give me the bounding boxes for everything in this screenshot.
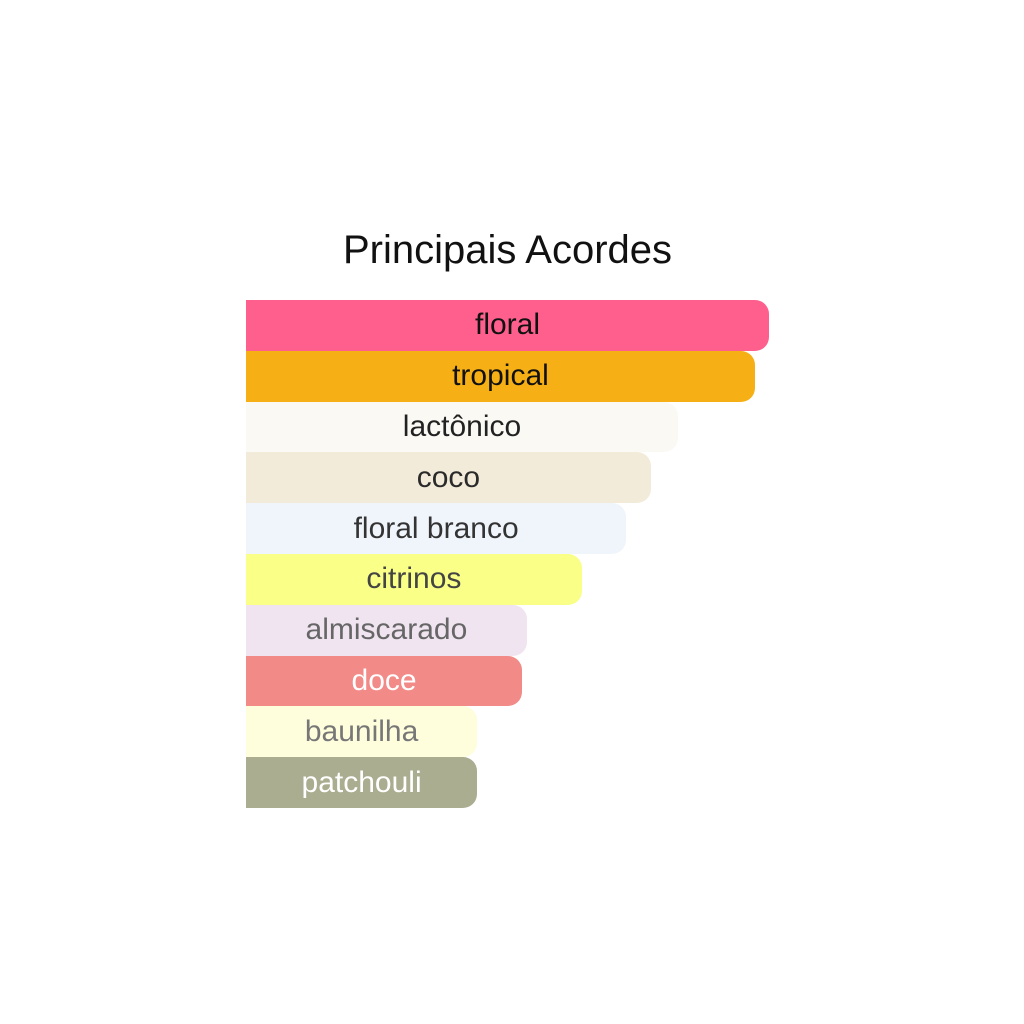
accord-bar-almiscarado: almiscarado	[246, 604, 527, 656]
chart-title: Principais Acordes	[342, 228, 673, 272]
accords-bar-chart: floral tropical lactônico coco floral branco…	[246, 300, 769, 808]
accord-label: coco	[416, 460, 481, 494]
accord-bar-coco: coco	[246, 452, 651, 504]
accord-bar-floral: floral	[246, 300, 769, 351]
accord-bar-doce: doce	[246, 655, 523, 707]
accord-label: baunilha	[304, 714, 419, 748]
accord-bar-tropical: tropical	[246, 350, 755, 402]
accord-bar-citrinos: citrinos	[246, 553, 582, 605]
accord-label: almiscarado	[305, 613, 468, 647]
accord-label: lactônico	[402, 409, 522, 443]
accord-bar-lactônico: lactônico	[246, 401, 678, 453]
accord-bar-patchouli: patchouli	[246, 757, 478, 808]
accord-label: doce	[351, 663, 417, 697]
accord-label: floral branco	[353, 511, 519, 545]
accord-bar-baunilha: baunilha	[246, 706, 478, 758]
accord-bar-floral-branco: floral branco	[246, 503, 627, 554]
accord-label: tropical	[452, 359, 549, 393]
accord-label: citrinos	[366, 562, 462, 596]
accord-label: patchouli	[301, 765, 422, 799]
accord-label: floral	[474, 308, 541, 342]
